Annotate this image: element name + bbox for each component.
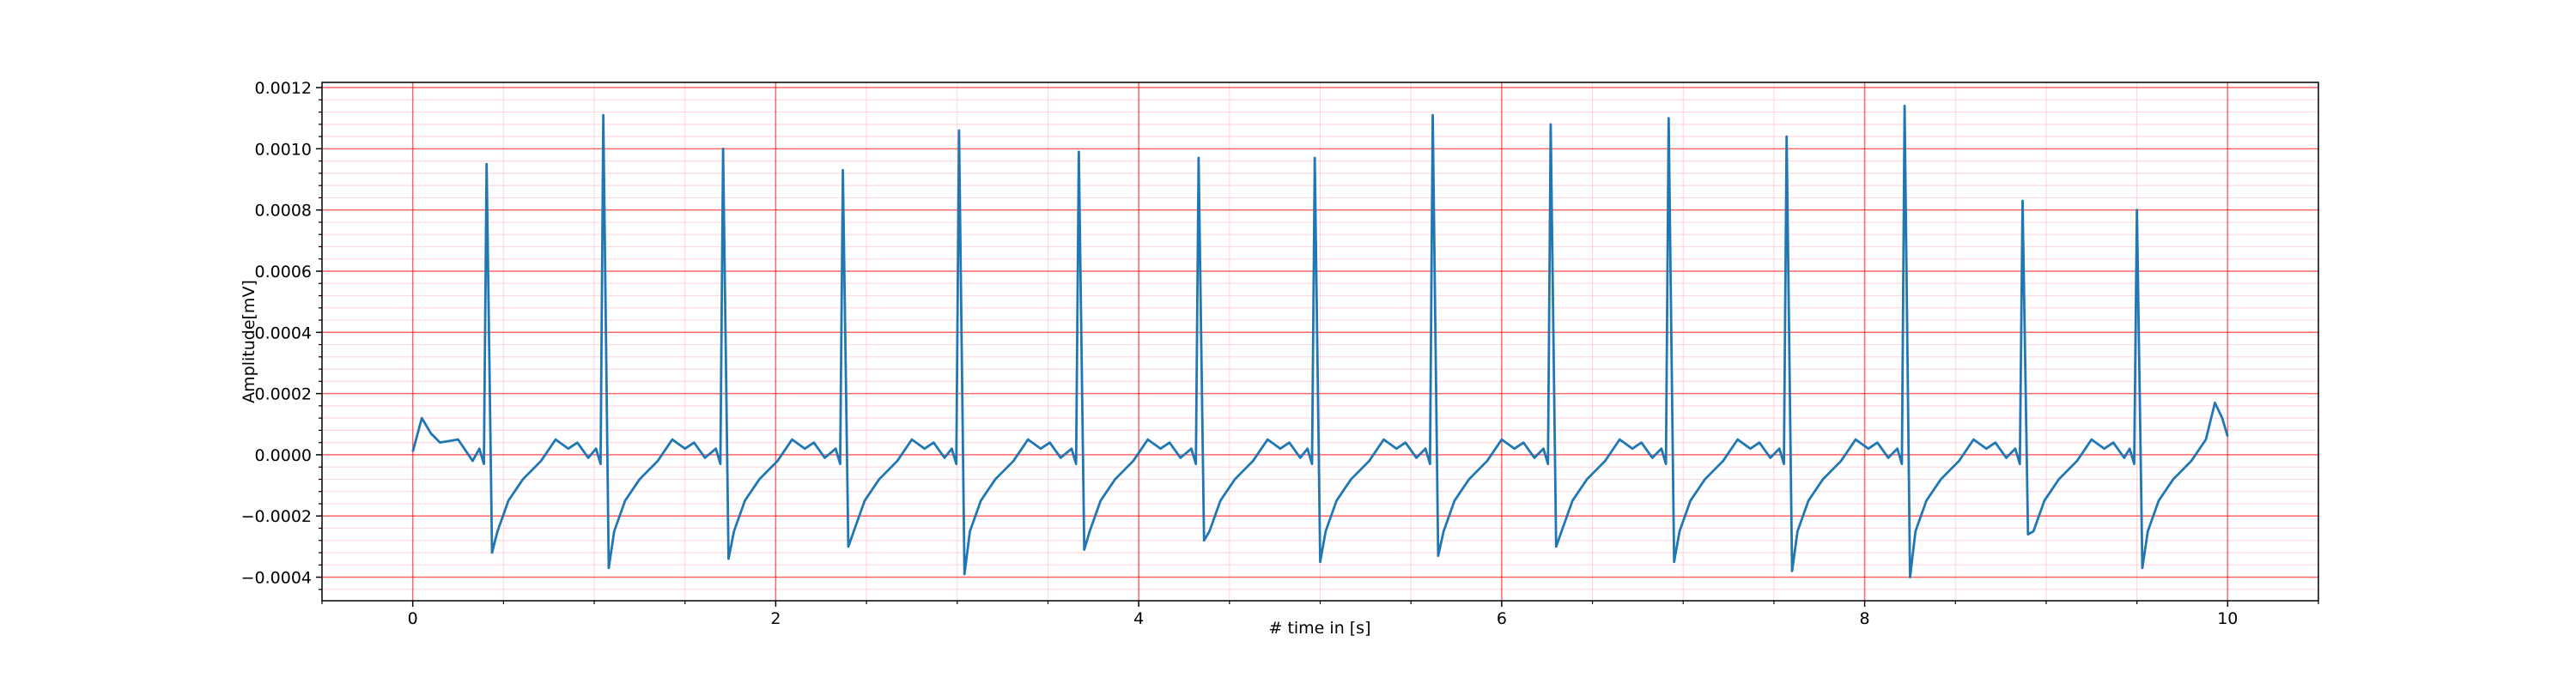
x-tick-label: 6 — [1497, 609, 1507, 628]
y-tick-label: 0.0002 — [255, 385, 312, 404]
x-tick-label: 4 — [1133, 609, 1144, 628]
y-tick-label: 0.0000 — [255, 446, 312, 465]
y-tick-label: 0.0010 — [255, 140, 312, 159]
y-tick-label: 0.0008 — [255, 202, 312, 221]
y-tick-label: 0.0012 — [255, 79, 312, 98]
plot-frame — [321, 82, 2319, 602]
y-tick-label: 0.0006 — [255, 263, 312, 281]
y-axis-label: Amplitude[mV] — [240, 280, 258, 403]
x-axis-label: # time in [s] — [1268, 619, 1370, 638]
x-tick-label: 2 — [770, 609, 781, 628]
x-tick-label: 0 — [408, 609, 418, 628]
y-tick-label: −0.0002 — [241, 507, 312, 526]
ecg-line — [411, 105, 2229, 578]
y-tick-label: 0.0004 — [255, 324, 312, 342]
y-tick-label: −0.0004 — [241, 569, 312, 588]
x-tick-label: 8 — [1860, 609, 1870, 628]
x-tick-label: 10 — [2217, 609, 2238, 628]
